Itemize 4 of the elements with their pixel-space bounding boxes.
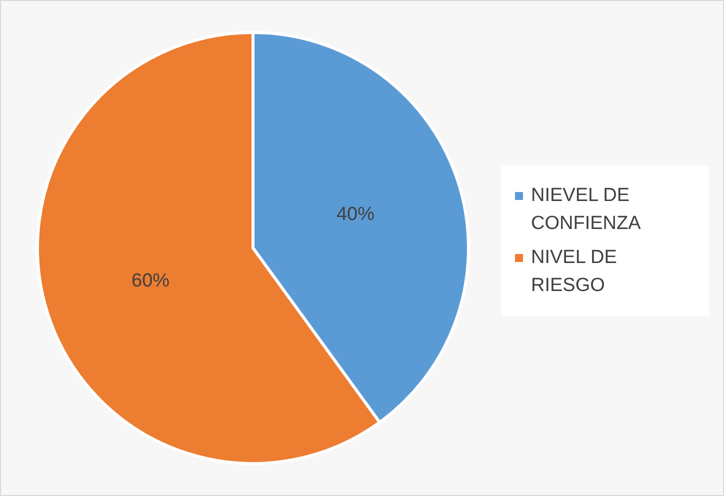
data-label: 60%: [132, 270, 170, 292]
legend-label: NIVEL DE RIESGO: [531, 246, 618, 298]
legend-label: NIEVEL DE CONFIENZA: [531, 184, 642, 236]
data-label: 40%: [336, 204, 375, 225]
